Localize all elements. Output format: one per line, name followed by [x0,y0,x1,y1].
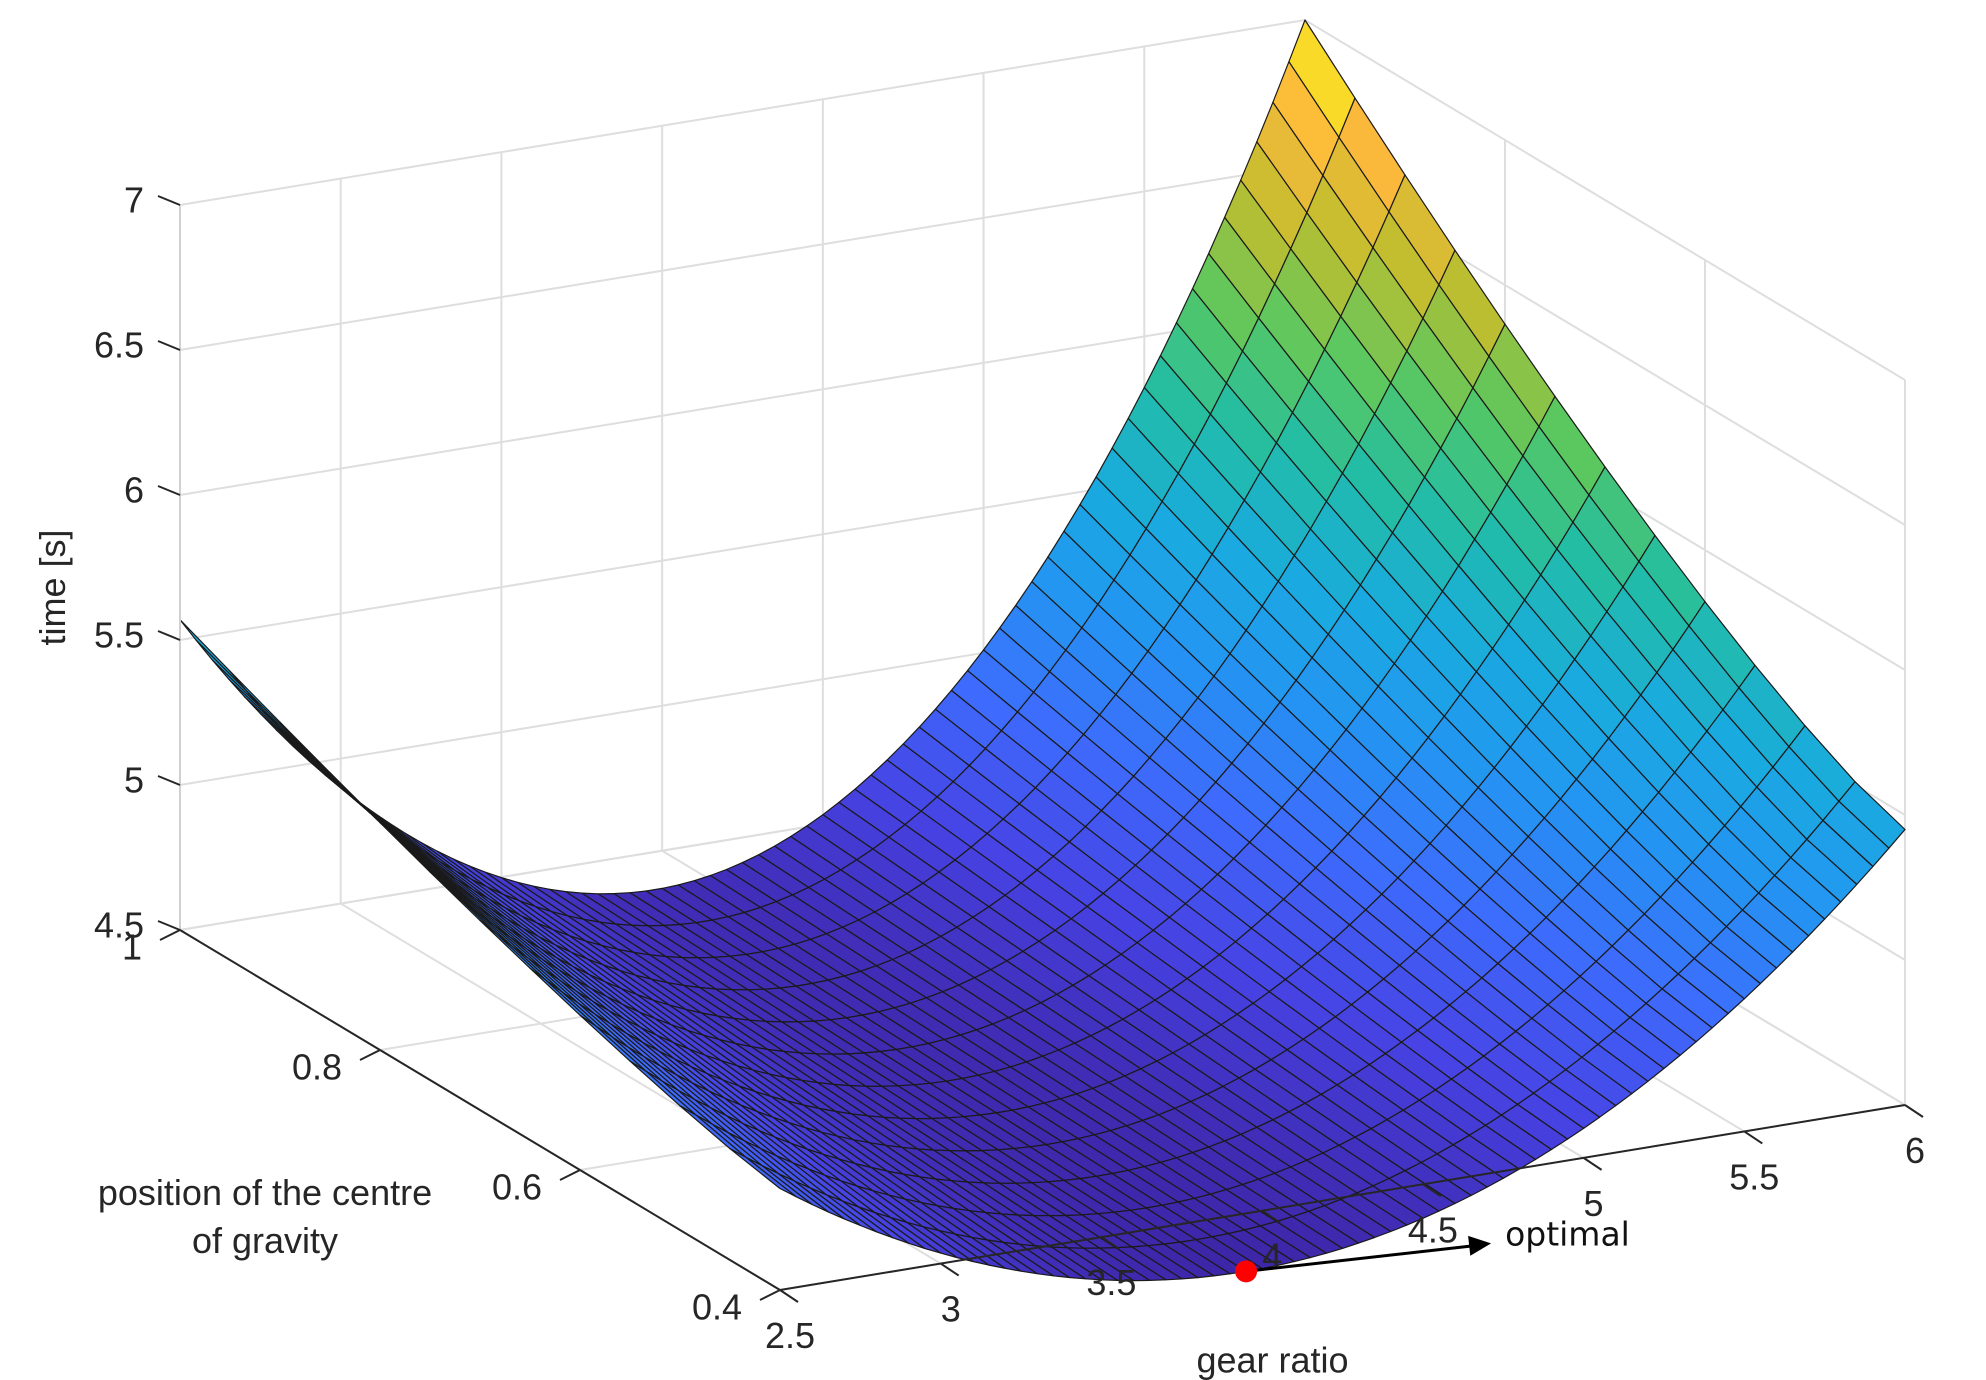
z-tick-mark [157,485,181,496]
y-tick-mark [759,1289,781,1301]
x-tick-mark [1100,1236,1120,1250]
x-tick-mark [1904,1104,1924,1118]
x-tick-label: 4.5 [1408,1209,1458,1250]
y-axis-label-line-2: of gravity [192,1220,338,1261]
y-tick-mark [359,1049,381,1061]
axes-layer: 4.555.566.570.40.60.812.533.544.555.56 [94,180,1925,1356]
z-tick-label: 7 [124,180,144,221]
z-tick-label: 6 [124,470,144,511]
x-tick-mark [1743,1130,1763,1145]
surface-layer [179,19,1906,1282]
z-tick-label: 4.5 [94,905,144,946]
x-axis-line [779,1104,1906,1291]
x-tick-label: 2.5 [765,1315,815,1356]
x-tick-label: 3 [941,1289,961,1330]
y-tick-mark [559,1169,581,1181]
z-tick-mark [157,920,181,931]
optimal-arrow-head [1468,1235,1492,1256]
z-tick-mark [157,340,181,351]
y-tick-mark [159,929,181,941]
y-tick-label: 0.8 [292,1047,342,1088]
x-tick-label: 3.5 [1086,1262,1136,1303]
z-tick-mark [157,630,181,641]
optimal-point-marker [1235,1260,1258,1283]
x-tick-mark [1261,1209,1281,1224]
optimal-arrow [1245,1243,1478,1273]
z-tick-mark [157,195,181,206]
x-tick-mark [940,1262,960,1277]
y-tick-label: 0.6 [492,1167,542,1208]
optimal-annotation: optimal [1505,1214,1630,1253]
x-tick-mark [1583,1157,1603,1171]
z-axis-label: time [s] [32,529,73,645]
z-tick-label: 6.5 [94,325,144,366]
surface-patch [729,1148,797,1198]
x-axis-label: gear ratio [1196,1340,1348,1380]
z-tick-mark [157,775,181,786]
x-tick-mark [779,1289,799,1303]
y-tick-label: 1 [122,927,142,968]
z-tick-label: 5 [124,760,144,801]
y-axis-line [179,929,781,1291]
annotation-layer: optimal [1235,1214,1630,1283]
z-tick-label: 5.5 [94,615,144,656]
x-tick-label: 6 [1905,1130,1925,1171]
x-tick-label: 5 [1584,1183,1604,1224]
y-tick-label: 0.4 [692,1287,742,1328]
wall-grid-z [179,163,1906,526]
y-axis-label-line-1: position of the centre [98,1172,432,1213]
x-tick-mark [1422,1183,1442,1198]
wall-grid-z [179,18,1906,381]
x-tick-label: 5.5 [1729,1156,1779,1197]
